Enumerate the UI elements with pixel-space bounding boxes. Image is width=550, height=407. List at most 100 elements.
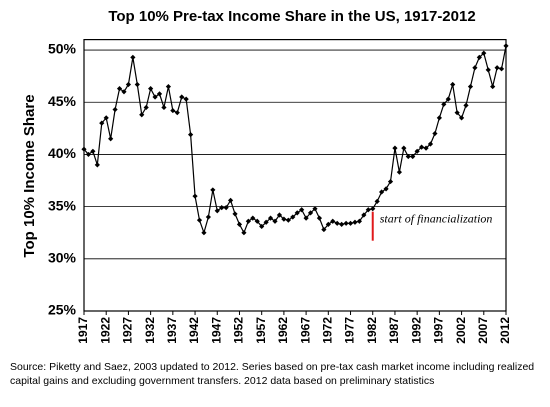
data-point [236,221,243,227]
data-point [90,148,96,154]
y-axis-label: Top 10% Income Share [21,94,38,257]
data-point [410,153,416,160]
data-point [303,215,309,221]
x-tick-label: 1987 [387,317,401,344]
data-point [192,193,198,199]
data-point [472,65,478,71]
data-point [494,65,500,71]
data-point [263,219,269,225]
data-point [445,96,451,102]
data-point [321,226,327,233]
data-point [370,206,376,212]
data-point [379,189,385,195]
data-point [396,169,402,175]
y-tick-label: 35% [48,197,77,213]
y-tick-label: 25% [48,302,77,318]
data-point [365,207,371,213]
x-tick-label: 1937 [165,317,179,344]
source-note: capital gains and excluding government t… [10,375,434,387]
y-tick-label: 45% [48,93,77,109]
data-point [392,145,398,151]
data-point [352,219,358,225]
data-point [290,214,296,220]
data-point [490,83,496,90]
x-tick-label: 1917 [76,317,90,344]
x-tick-label: 2007 [476,317,490,344]
data-point [450,81,456,88]
x-tick-label: 1957 [254,317,268,344]
data-point [441,101,447,107]
source-note: Source: Piketty and Saez, 2003 updated t… [10,361,534,373]
data-point [485,67,491,73]
data-point [112,106,118,113]
chart-title: Top 10% Pre-tax Income Share in the US, … [108,8,475,25]
data-point [405,153,411,160]
data-point [272,218,278,224]
data-point [325,221,331,227]
data-point [476,54,482,60]
data-point [467,83,474,90]
data-point [245,218,251,224]
data-point [134,81,140,88]
data-point [232,211,238,217]
x-tick-label: 1947 [209,317,223,344]
data-point [148,86,154,92]
data-point [312,206,318,212]
x-tick-label: 1942 [187,317,201,344]
data-point [374,198,380,204]
x-tick-label: 1967 [298,317,312,344]
data-point [227,197,234,203]
data-point [343,220,349,226]
data-point [427,141,434,147]
data-point [307,210,314,216]
data-point [125,81,132,88]
y-tick-label: 30% [48,250,77,266]
data-point [156,91,163,97]
data-point [361,212,367,218]
data-point [161,104,167,111]
data-point [414,148,420,154]
data-point [94,162,100,168]
plot-area [83,38,507,312]
data-point [250,215,256,221]
x-tick-label: 1922 [98,317,112,344]
x-tick-label: 2002 [454,317,468,344]
data-point [99,120,105,126]
data-point [299,207,305,213]
data-point [179,94,185,100]
data-point [481,50,487,56]
data-point [356,218,363,224]
data-point [281,216,287,222]
data-point [223,205,229,211]
data-point [165,83,171,90]
data-point [423,145,429,151]
data-point [201,230,207,236]
data-point [503,43,509,49]
data-point [170,107,176,114]
data-point [334,220,340,226]
data-point [285,217,291,223]
data-point [116,86,123,92]
data-point [188,131,194,138]
data-point [498,66,505,72]
data-point [219,205,225,211]
x-tick-label: 2012 [498,317,512,344]
data-point [294,210,300,216]
data-point [339,221,345,227]
data-point [259,223,265,230]
data-point [267,215,274,221]
data-point [347,220,354,226]
x-tick-label: 1972 [320,317,334,344]
data-point [183,96,189,102]
data-point [458,115,465,121]
x-tick-label: 1932 [143,317,157,344]
data-point [276,212,283,218]
y-tick-label: 50% [48,41,77,57]
data-point [139,112,145,118]
data-point [241,230,247,236]
y-tick-label: 40% [48,145,77,161]
x-tick-label: 1997 [432,317,446,344]
x-tick-label: 1992 [409,317,423,344]
data-point [174,110,180,116]
